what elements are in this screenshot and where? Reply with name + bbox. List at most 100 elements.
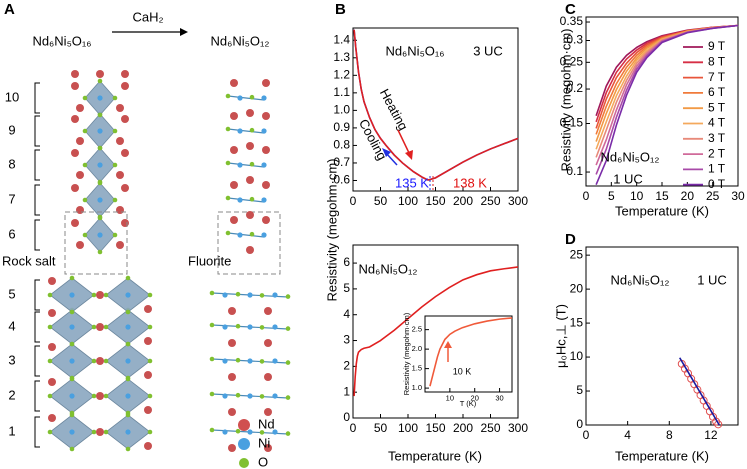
ni-atom <box>272 429 278 435</box>
legend-atom <box>239 458 249 468</box>
o-atom <box>47 358 53 364</box>
ni-atom <box>272 324 278 330</box>
nd-atom <box>96 357 104 365</box>
ni-atom <box>237 197 243 203</box>
y-tick-label: 0.7 <box>333 155 350 169</box>
legend-label: 7 T <box>708 70 726 84</box>
x-tick-label: 20 <box>471 394 479 403</box>
data-point <box>714 420 723 429</box>
nd-atom <box>246 211 254 219</box>
x-tick-label: 100 <box>398 194 418 208</box>
x-tick-label: 100 <box>398 421 418 435</box>
plot-frame <box>585 246 739 426</box>
nd-atom <box>230 181 238 189</box>
nd-atom <box>76 171 84 179</box>
nd-atom <box>228 373 236 381</box>
legend-label: 9 T <box>708 39 726 53</box>
o-atom <box>249 127 255 133</box>
y-tick-label: 0 <box>343 410 350 424</box>
y-tick-label: 10 <box>570 349 584 363</box>
ni-atom <box>261 197 267 203</box>
annotation: 10 K <box>453 366 472 376</box>
nd-atom <box>76 104 84 112</box>
y-tick-label: 1.0 <box>412 383 422 392</box>
structure-label: Rock salt <box>2 253 56 268</box>
o-atom <box>235 291 241 297</box>
unit-box <box>64 211 128 275</box>
layer-number: 7 <box>8 191 15 206</box>
plot-frame <box>352 27 519 192</box>
o-atom <box>125 275 131 281</box>
o-atom <box>259 293 265 298</box>
y-tick-label: 1.0 <box>333 103 350 117</box>
ni-atom <box>97 232 103 238</box>
heating-head <box>405 150 413 160</box>
x-tick-label: 50 <box>374 421 388 435</box>
nd-atom <box>121 149 129 157</box>
o-atom <box>91 358 97 364</box>
bond <box>227 162 265 168</box>
ni-atom <box>69 358 75 364</box>
y-tick-label: 2 <box>343 359 350 373</box>
o-atom <box>225 93 231 99</box>
ni-atom <box>97 128 103 134</box>
x-tick-label: 10 <box>446 394 454 403</box>
o-atom <box>209 322 215 328</box>
ni-atom <box>247 393 253 399</box>
nd-atom <box>71 219 79 227</box>
x-tick-label: 0 <box>583 428 590 442</box>
chart: 10 20 30 1.0 1.5 2.0 2.5 T (K) Resistivity (mego… <box>402 312 513 408</box>
o-atom <box>69 375 75 381</box>
nd-atom <box>96 70 104 78</box>
annotation: Nd₆Ni₅O₁₆ <box>385 43 444 58</box>
annotation: Nd₆Ni₅O₁₂ <box>601 149 660 164</box>
nd-atom <box>71 115 79 123</box>
x-tick-label: 0 <box>350 194 357 208</box>
ni-atom <box>247 292 253 298</box>
o-atom <box>69 410 75 416</box>
o-atom <box>47 429 53 435</box>
nd-atom <box>228 444 236 452</box>
x-tick-label: 0 <box>350 421 357 435</box>
ni-atom <box>237 162 243 168</box>
nd-atom <box>246 109 254 117</box>
ni-atom <box>222 358 228 364</box>
nd-atom <box>264 339 272 347</box>
x-tick-label: 30 <box>731 189 745 203</box>
o-atom <box>97 78 103 84</box>
data-line <box>595 24 739 185</box>
layer-bracket <box>34 149 40 181</box>
o-atom <box>112 128 118 134</box>
nd-atom <box>71 149 79 157</box>
annotation: 135 K <box>395 175 429 190</box>
data-line <box>353 266 519 397</box>
legend-label: 2 T <box>708 146 726 160</box>
nd-atom <box>96 428 104 436</box>
ni-atom <box>125 292 131 298</box>
x-axis-label: Temperature (K) <box>615 203 709 218</box>
annotation: 1 UC <box>613 171 643 186</box>
nd-atom <box>121 115 129 123</box>
o-atom <box>97 214 103 220</box>
nd-atom <box>48 277 56 285</box>
x-tick-label: 200 <box>453 421 473 435</box>
plot-frame <box>424 315 513 393</box>
y-tick-label: 6 <box>343 255 350 269</box>
nd-atom <box>230 79 238 87</box>
ni-atom <box>69 292 75 298</box>
x-tick-label: 12 <box>704 428 718 442</box>
y-tick-label: 1.5 <box>412 364 422 373</box>
nd-atom <box>230 216 238 224</box>
ni-atom <box>222 292 228 298</box>
ni-atom <box>125 324 131 330</box>
legend-atom <box>238 419 250 431</box>
layer-number: 1 <box>8 423 15 438</box>
x-tick-label: 50 <box>374 194 388 208</box>
legend-label: 5 T <box>708 100 726 114</box>
ni-atom <box>261 162 267 168</box>
nd-atom <box>96 323 104 331</box>
chart: 0 4 8 12 0 5 10 15 20 25 Temperature (K) μ₀Hc,⊥ (T)… <box>553 246 739 463</box>
o-atom <box>97 145 103 151</box>
layer-number: 8 <box>8 156 15 171</box>
